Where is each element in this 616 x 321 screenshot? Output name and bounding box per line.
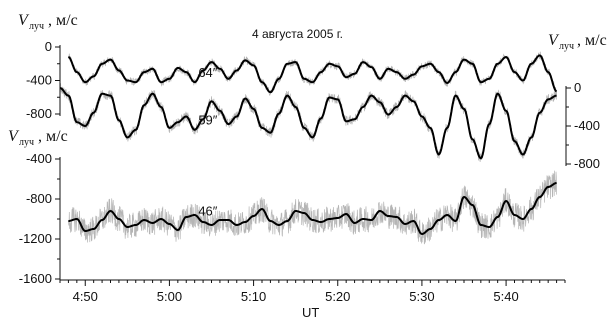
bottom-left-y-axis: -400 -800 -1200 -1600 [19,151,61,286]
chart-title: 4 августа 2005 г. [252,27,343,41]
y-label-unit: , м/с [38,128,68,145]
y-label-sub: луч [559,41,574,52]
y-axis-label-right: V луч , м/с [548,32,607,52]
right-y-axis: 0 -400 -800 [565,80,600,171]
smoothed-traces [59,54,558,236]
x-tick-label: 5:30 [409,289,434,304]
y-tick-label: -400 [26,73,52,88]
top-left-y-axis: 0 -400 -800 [26,39,61,121]
y-label-main: V [18,12,30,29]
x-tick-label: 5:20 [325,289,350,304]
series-label: 46″ [198,204,217,219]
y-tick-label: 0 [45,39,52,54]
raw-trace [68,170,557,245]
y-label-unit: , м/с [577,32,607,49]
x-axis-title: UT [302,305,319,320]
y-tick-label: -800 [574,156,600,171]
series-label: 59″ [198,113,217,128]
series-label: 64″ [198,65,217,80]
y-label-unit: , м/с [48,12,78,29]
y-tick-label: -1200 [19,231,52,246]
y-tick-label: -400 [574,118,600,133]
x-tick-label: 4:50 [73,289,98,304]
series-labels: 64″ 59″ 46″ [198,65,217,219]
y-label-main: V [8,128,20,145]
y-axis-label-bottom-left: V луч , м/с [8,128,68,148]
x-axis: 4:50 5:00 5:10 5:20 5:30 5:40 [59,280,566,304]
smoothed-trace [67,54,558,94]
smoothed-trace [59,87,557,160]
raw-trace [59,82,557,162]
y-label-sub: луч [29,21,44,32]
y-tick-label: 0 [574,80,581,95]
y-axis-label-top-left: V луч , м/с [18,12,78,32]
y-label-main: V [548,32,560,49]
x-tick-label: 5:00 [157,289,182,304]
x-tick-label: 5:10 [241,289,266,304]
x-tick-label: 5:40 [493,289,518,304]
y-tick-label: -800 [26,191,52,206]
y-tick-label: -1600 [19,271,52,286]
y-tick-label: -400 [26,151,52,166]
smoothed-trace [68,182,557,236]
y-tick-label: -800 [26,106,52,121]
y-label-sub: луч [19,137,34,148]
